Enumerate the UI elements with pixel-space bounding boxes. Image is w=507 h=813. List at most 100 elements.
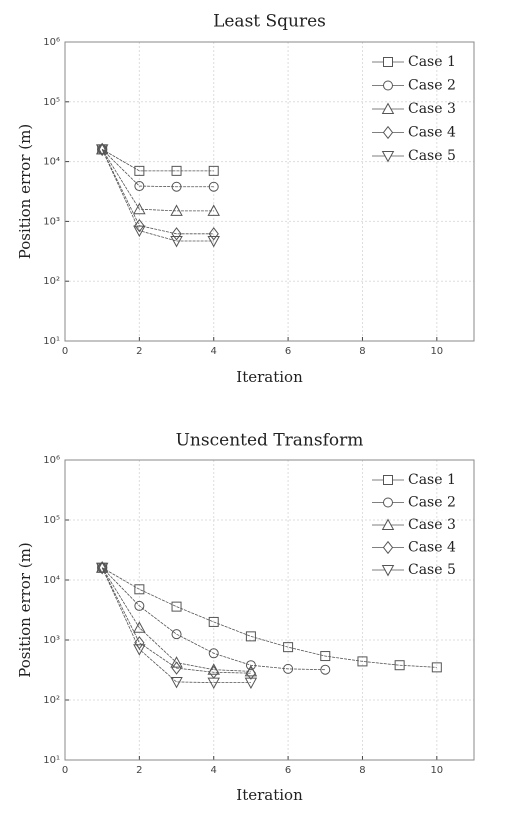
marker	[208, 616, 219, 627]
legend-label: Case 1	[408, 472, 456, 488]
y-tick-label: 10¹	[43, 755, 60, 766]
marker	[133, 202, 146, 215]
legend-marker	[383, 80, 393, 91]
series-line	[101, 149, 214, 242]
chart-title: Least Squres	[213, 12, 326, 32]
legend-label: Case 2	[408, 495, 456, 511]
series-line	[101, 567, 437, 668]
legend-marker	[382, 125, 394, 140]
plot-area	[65, 460, 474, 760]
x-tick-label: 8	[359, 765, 365, 776]
marker	[357, 656, 368, 667]
marker	[171, 165, 182, 176]
y-tick-label: 10⁴	[43, 575, 60, 586]
marker	[171, 181, 182, 192]
y-axis-label: Position error (m)	[16, 124, 34, 259]
y-tick-label: 10³	[43, 635, 60, 646]
marker	[170, 236, 183, 248]
marker	[320, 664, 331, 675]
series-line	[101, 149, 214, 235]
x-tick-label: 10	[430, 765, 443, 776]
marker	[245, 666, 257, 680]
y-tick-label: 10⁵	[43, 97, 60, 108]
legend-marker	[381, 518, 395, 530]
marker	[171, 661, 182, 675]
y-tick-label: 10⁶	[43, 455, 60, 466]
marker	[133, 644, 146, 656]
marker	[208, 648, 219, 659]
x-tick-label: 0	[62, 765, 68, 776]
marker	[134, 600, 145, 611]
legend-marker	[382, 540, 394, 555]
series-line	[101, 567, 251, 674]
marker	[95, 144, 109, 156]
legend-marker	[381, 151, 395, 163]
marker	[133, 225, 146, 238]
marker	[431, 662, 442, 673]
marker	[134, 181, 145, 192]
chart-title: Unscented Transform	[176, 431, 364, 451]
marker	[283, 663, 294, 674]
x-tick-label: 6	[285, 346, 291, 357]
marker	[208, 181, 219, 192]
legend-label: Case 3	[408, 517, 456, 533]
x-tick-label: 2	[136, 765, 142, 776]
series-line	[101, 567, 251, 683]
marker	[171, 629, 182, 640]
x-tick-label: 8	[359, 346, 365, 357]
x-axis-label: Iteration	[236, 786, 303, 804]
marker	[283, 642, 294, 653]
series-line	[101, 149, 214, 212]
legend-marker	[383, 475, 393, 485]
marker	[134, 165, 145, 176]
legend-label: Case 4	[408, 125, 456, 141]
marker	[207, 677, 220, 690]
axes-frame	[64, 459, 475, 761]
legend-marker	[381, 565, 395, 577]
legend-label: Case 3	[408, 101, 456, 117]
legend-label: Case 2	[408, 78, 456, 94]
marker	[170, 204, 183, 216]
y-axis-label: Position error (m)	[16, 542, 34, 677]
axes-frame	[64, 41, 475, 342]
y-tick-label: 10¹	[43, 336, 60, 347]
y-tick-label: 10²	[43, 276, 60, 287]
legend-label: Case 4	[408, 540, 456, 556]
y-tick-label: 10⁴	[43, 157, 60, 168]
marker	[320, 651, 331, 662]
marker	[171, 601, 182, 612]
marker	[170, 676, 183, 689]
legend-label: Case 1	[408, 54, 456, 70]
marker	[208, 165, 219, 176]
y-tick-label: 10²	[43, 695, 60, 706]
plot-area	[65, 42, 474, 341]
x-tick-label: 2	[136, 346, 142, 357]
series-line	[101, 149, 214, 172]
y-tick-label: 10⁶	[43, 37, 60, 48]
y-tick-label: 10⁵	[43, 515, 60, 526]
x-axis-label: Iteration	[236, 368, 303, 386]
legend-label: Case 5	[408, 148, 456, 164]
marker	[208, 227, 219, 241]
y-tick-label: 10³	[43, 216, 60, 227]
marker	[133, 621, 146, 633]
marker	[207, 204, 220, 216]
series-line	[101, 567, 326, 671]
x-tick-label: 4	[211, 765, 217, 776]
legend-marker	[381, 102, 395, 114]
x-tick-label: 4	[211, 346, 217, 357]
series-line	[101, 149, 214, 188]
legend-marker	[383, 57, 393, 67]
marker	[134, 584, 145, 595]
marker	[245, 660, 256, 671]
x-tick-label: 0	[62, 346, 68, 357]
x-tick-label: 10	[430, 346, 443, 357]
marker	[394, 660, 405, 671]
marker	[207, 236, 220, 248]
marker	[170, 656, 183, 668]
marker	[171, 227, 182, 241]
legend-label: Case 5	[408, 562, 456, 578]
marker	[95, 562, 109, 575]
marker	[245, 631, 256, 642]
